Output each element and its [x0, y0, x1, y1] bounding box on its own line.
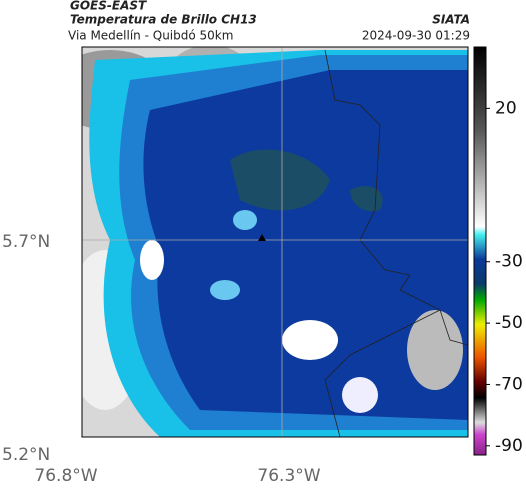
colorbar-tick-label: -90: [495, 436, 523, 456]
lon-label: 76.8°W: [34, 466, 97, 486]
satellite-image: [82, 47, 468, 437]
org: SIATA: [432, 13, 470, 27]
timestamp: 2024-09-30 01:29: [362, 29, 470, 43]
lat-label: 5.7°N: [2, 232, 50, 252]
colorbar-tick-label: -50: [495, 313, 523, 333]
source: GOES-EAST: [70, 0, 147, 13]
subtitle: Via Medellín - Quibdó 50km: [68, 29, 233, 43]
colorbar-tick-label: -30: [495, 252, 523, 272]
colorbar: [473, 46, 487, 456]
lat-label: 5.2°N: [2, 445, 50, 465]
title: Temperatura de Brillo CH13: [70, 13, 257, 27]
colorbar-tick-label: -70: [495, 374, 523, 394]
colorbar-tick-label: 20: [495, 98, 517, 118]
lon-label: 76.3°W: [257, 466, 320, 486]
